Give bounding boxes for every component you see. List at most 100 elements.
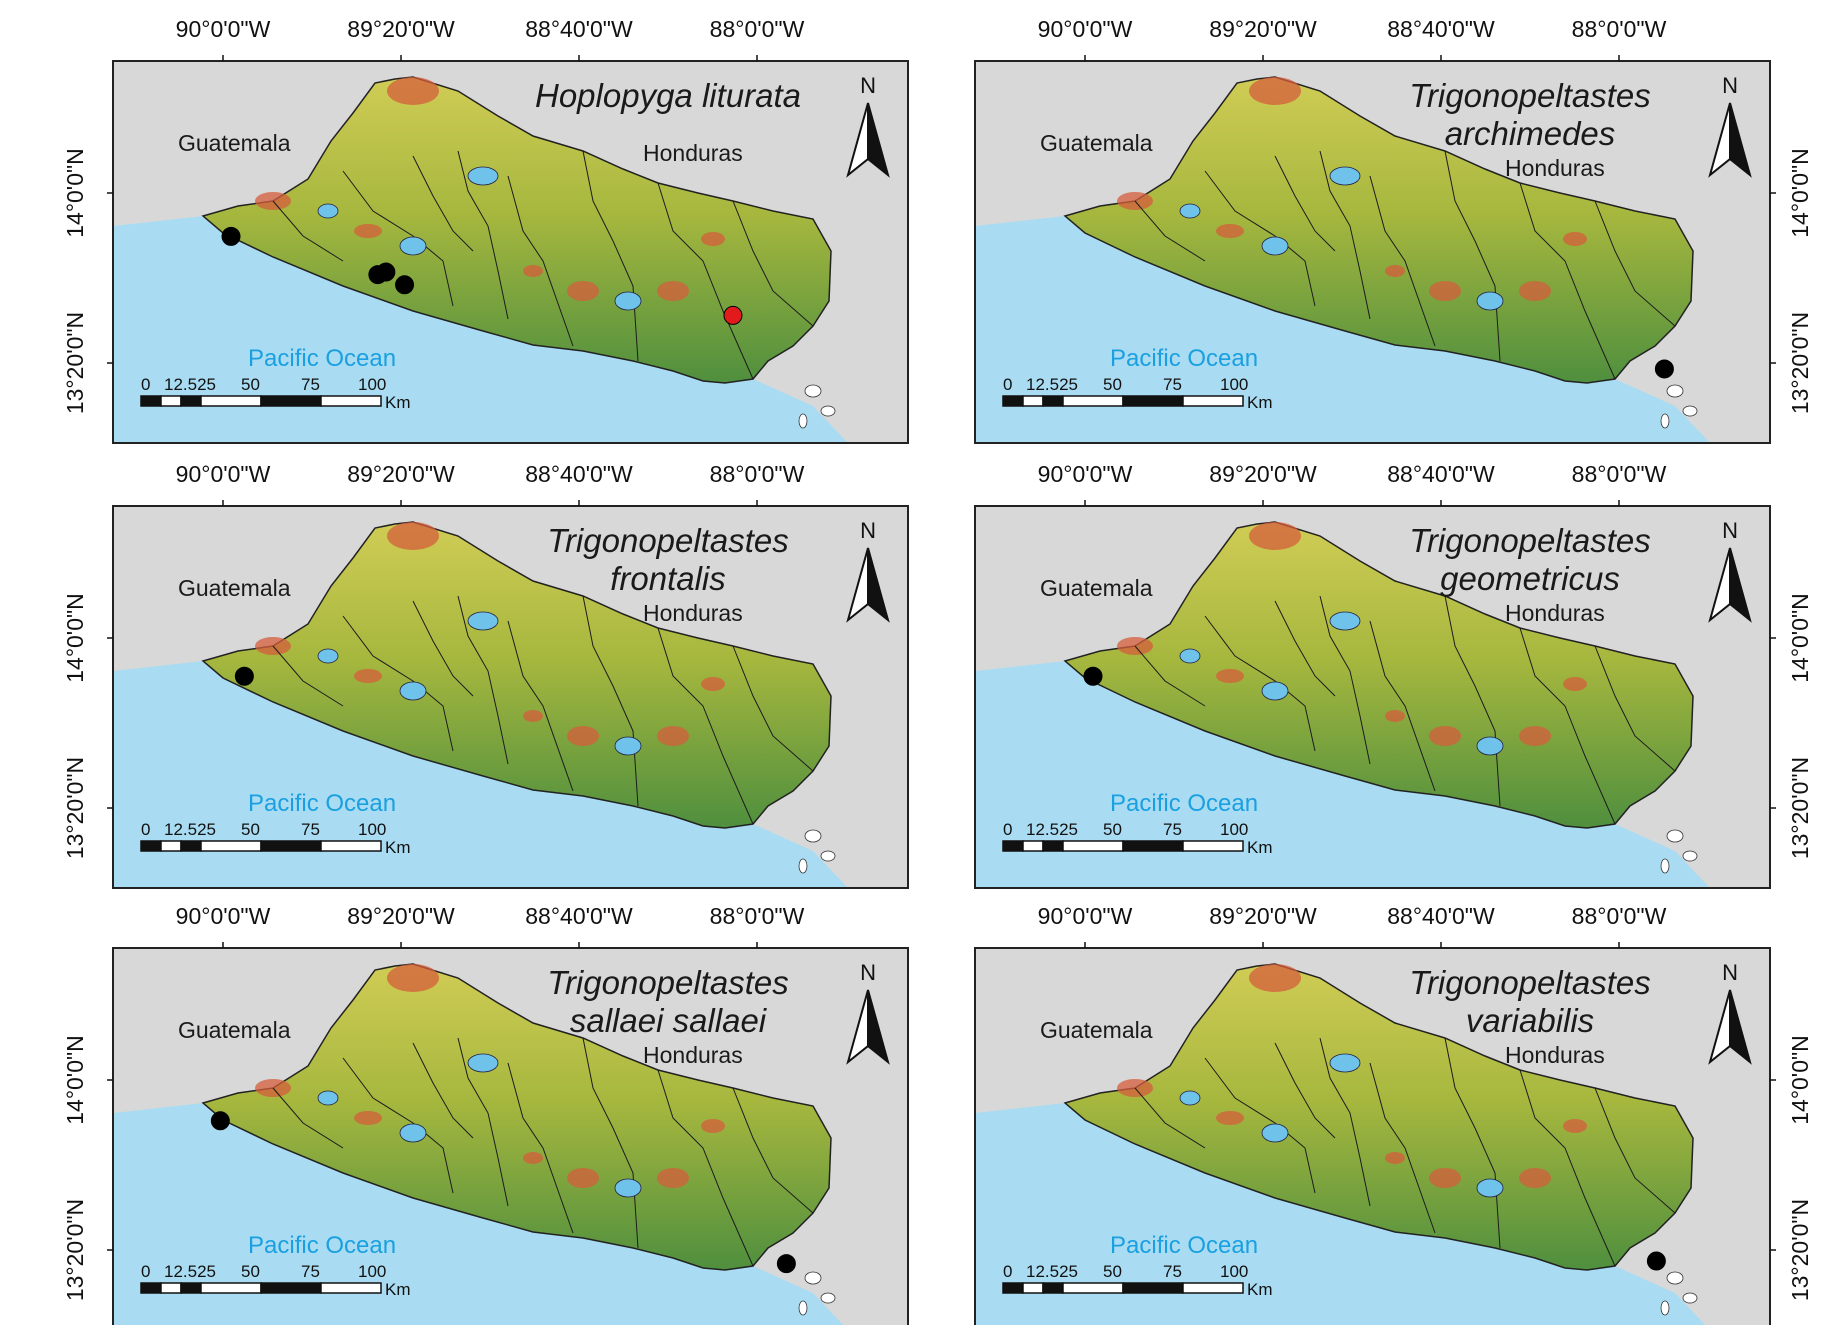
department-boundary (732, 1087, 814, 1214)
el-salvador-terrain (201, 963, 832, 1271)
record-point-black (221, 226, 241, 246)
highland-relief (387, 522, 439, 550)
department-boundary (457, 150, 509, 320)
department-boundary (1274, 155, 1336, 252)
scale-bar-tick-label: 75 (1163, 1262, 1182, 1281)
lat-tick-label: 14°0'0"N (62, 148, 88, 238)
north-arrow-icon: N (846, 518, 890, 623)
label-pacific-ocean: Pacific Ocean (1110, 790, 1258, 817)
department-boundary (1594, 1087, 1676, 1214)
ocean-area (113, 661, 848, 888)
lon-tick-label: 88°40'0"W (1387, 16, 1495, 42)
lat-tick-label: 13°20'0"N (1787, 1199, 1813, 1301)
island (798, 1300, 808, 1316)
label-pacific-ocean: Pacific Ocean (248, 1232, 396, 1259)
lake (1476, 736, 1504, 756)
scale-bar-tick-label: 0 (1003, 375, 1012, 394)
lon-tick-label: 88°0'0"W (1572, 903, 1667, 929)
scale-bar-tick-label: 0 (141, 375, 150, 394)
highland-relief (1429, 726, 1461, 746)
island (1660, 858, 1670, 874)
species-title: archimedes (1445, 115, 1616, 152)
department-boundary (342, 170, 454, 307)
lake (467, 1053, 499, 1073)
lon-tick-label: 90°0'0"W (1038, 903, 1133, 929)
scale-bar-tick-label: 100 (1220, 820, 1248, 839)
north-arrow-icon: N (846, 960, 890, 1065)
record-point-black (376, 262, 396, 282)
scale-bar-tick-label: 12.525 (1026, 1262, 1078, 1281)
map-frame (112, 60, 909, 444)
species-title: Hoplopyga liturata (535, 77, 801, 114)
north-label: N (860, 518, 876, 543)
department-boundary (657, 1069, 754, 1267)
highland-relief (1216, 224, 1244, 238)
department-boundary (412, 600, 474, 697)
island (798, 413, 808, 429)
department-boundary (657, 627, 754, 825)
department-boundary (1594, 645, 1676, 772)
department-boundary (1274, 600, 1336, 697)
label-honduras: Honduras (1505, 600, 1605, 626)
lon-tick-label: 88°40'0"W (1387, 903, 1495, 929)
highland-relief (701, 677, 725, 691)
scale-bar-tick-label: 0 (141, 820, 150, 839)
island (820, 405, 836, 417)
record-point-black (1654, 359, 1674, 379)
scale-bar-tick-label: 50 (241, 375, 260, 394)
highland-relief (1385, 710, 1405, 722)
department-boundary (342, 615, 454, 752)
highland-relief (657, 726, 689, 746)
scale-bar-unit: Km (385, 838, 411, 857)
label-guatemala: Guatemala (1040, 1017, 1153, 1043)
department-boundary (582, 150, 639, 362)
island (804, 1271, 822, 1285)
lat-tick-label: 13°20'0"N (62, 312, 88, 414)
scale-bar-unit: Km (385, 393, 411, 412)
record-point-black (1083, 666, 1103, 686)
north-label: N (860, 960, 876, 985)
lake (1179, 648, 1201, 664)
lon-tick-label: 88°0'0"W (710, 903, 805, 929)
record-point-black (1646, 1251, 1666, 1271)
department-boundary (1204, 170, 1316, 307)
species-title: Trigonopeltastes (1409, 964, 1651, 1001)
lake (1179, 1090, 1201, 1106)
lat-tick-label: 13°20'0"N (62, 757, 88, 859)
ocean-area (113, 1103, 844, 1325)
lon-tick-label: 90°0'0"W (176, 903, 271, 929)
scale-bar-tick-label: 12.525 (1026, 820, 1078, 839)
lon-tick-label: 88°40'0"W (525, 16, 633, 42)
scale-bar-tick-label: 75 (301, 1262, 320, 1281)
map-body (113, 61, 908, 443)
highland-relief (387, 964, 439, 992)
ocean-area (113, 216, 848, 443)
map-panel-trigonopeltastes-frontalis: Guatemala Honduras Pacific Ocean Trigonopel… (62, 461, 909, 889)
lake (467, 611, 499, 631)
department-boundary (582, 595, 639, 807)
scale-bar-tick-label: 100 (1220, 1262, 1248, 1281)
scale-bar-unit: Km (1247, 393, 1273, 412)
north-arrow-icon: N (1708, 960, 1752, 1065)
island (804, 829, 822, 843)
scale-bar-unit: Km (385, 1280, 411, 1299)
ocean-area (975, 661, 1710, 888)
scale-bar-tick-label: 100 (358, 375, 386, 394)
label-guatemala: Guatemala (1040, 575, 1153, 601)
island (820, 1292, 836, 1304)
department-boundary (412, 155, 474, 252)
lat-tick-label: 14°0'0"N (1787, 1035, 1813, 1125)
department-boundary (1519, 627, 1616, 825)
lake (399, 236, 427, 256)
north-label: N (1722, 960, 1738, 985)
lake (317, 648, 339, 664)
scale-bar-unit: Km (1247, 838, 1273, 857)
north-label: N (1722, 518, 1738, 543)
lon-tick-label: 88°0'0"W (1572, 16, 1667, 42)
lat-tick-label: 14°0'0"N (1787, 593, 1813, 683)
lon-tick-label: 89°20'0"W (347, 903, 455, 929)
highland-relief (1519, 1168, 1551, 1188)
map-panel-trigonopeltastes-geometricus: Guatemala Honduras Pacific Ocean Trigonopel… (974, 461, 1813, 889)
